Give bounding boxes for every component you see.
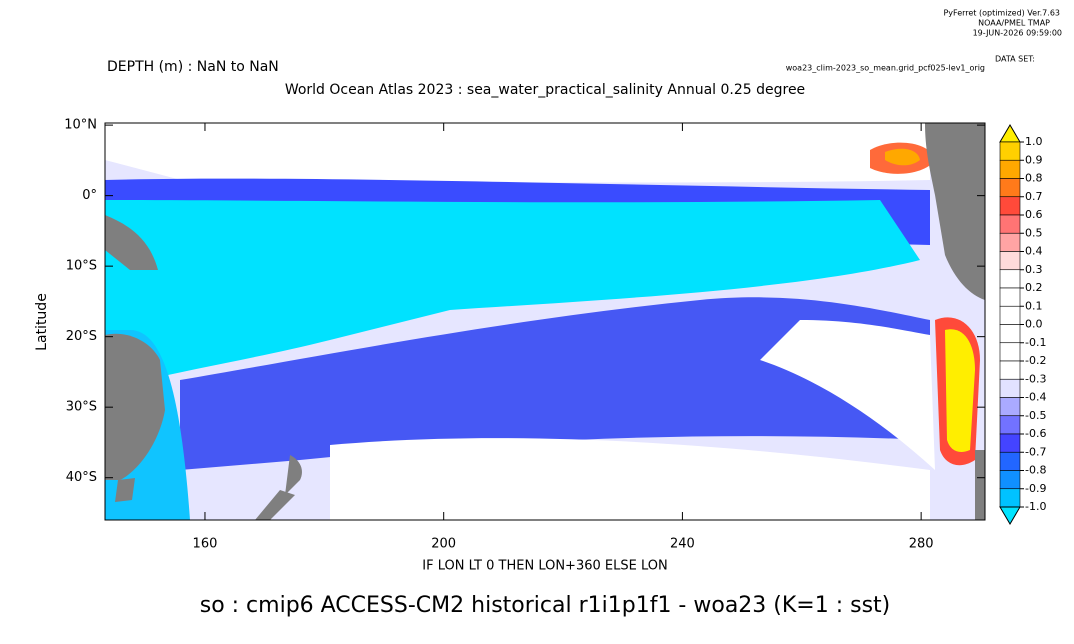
date: 19-JUN-2026 09:59:00 — [973, 29, 1062, 38]
colorbar-band — [999, 470, 1021, 490]
map-field — [104, 122, 986, 521]
colorbar-label: 0.8 — [1025, 172, 1043, 185]
y-axis-label: Latitude — [34, 293, 50, 351]
colorbar-label: -0.4 — [1025, 391, 1046, 404]
colorbar-label: -0.9 — [1025, 482, 1046, 495]
colorbar-label: -1.0 — [1025, 500, 1046, 513]
colorbar-band — [999, 360, 1021, 380]
dataset-label: DATA SET: — [995, 55, 1035, 64]
colorbar-label: 1.0 — [1025, 135, 1043, 148]
colorbar-band — [999, 287, 1021, 307]
colorbar-label: 0.9 — [1025, 153, 1043, 166]
y-tick-label: 0° — [82, 188, 97, 203]
y-tick-label: 20°S — [66, 329, 97, 344]
depth: DEPTH (m) : NaN to NaN — [107, 59, 279, 75]
caption: so : cmip6 ACCESS-CM2 historical r1i1p1f… — [200, 593, 891, 618]
colorbar-band — [999, 305, 1021, 325]
colorbar-band — [999, 433, 1021, 453]
colorbar-band — [999, 397, 1021, 417]
colorbar-band — [999, 378, 1021, 398]
colorbar-label: 0.7 — [1025, 190, 1043, 203]
y-tick-label: 10°S — [66, 259, 97, 274]
x-tick-label: 280 — [909, 537, 934, 552]
colorbar-band — [999, 488, 1021, 508]
colorbar-label: 0.6 — [1025, 208, 1043, 221]
software: PyFerret (optimized) Ver.7.63 — [943, 9, 1060, 18]
colorbar-band — [999, 196, 1021, 216]
y-tick-label: 30°S — [66, 400, 97, 415]
x-tick-label: 240 — [670, 537, 695, 552]
colorbar-band — [999, 214, 1021, 234]
colorbar-band — [999, 178, 1021, 198]
colorbar-label: 0.3 — [1025, 263, 1043, 276]
colorbar-label: -0.8 — [1025, 464, 1046, 477]
lab: NOAA/PMEL TMAP — [978, 19, 1050, 28]
colorbar-label: -0.3 — [1025, 372, 1046, 385]
colorbar-label: -0.6 — [1025, 427, 1046, 440]
colorbar-band — [999, 251, 1021, 271]
colorbar-band — [999, 324, 1021, 344]
y-tick-label: 40°S — [66, 470, 97, 485]
colorbar-label: 0.0 — [1025, 318, 1043, 331]
colorbar-band — [999, 451, 1021, 471]
colorbar-label: -0.5 — [1025, 409, 1046, 422]
dataset: woa23_clim-2023_so_mean.grid_pcf025-lev1… — [786, 64, 985, 73]
colorbar-triangle — [999, 124, 1021, 143]
colorbar-band — [999, 159, 1021, 179]
colorbar-label: -0.1 — [1025, 336, 1046, 349]
colorbar-band — [999, 141, 1021, 161]
colorbar-band — [999, 415, 1021, 435]
x-axis-label: IF LON LT 0 THEN LON+360 ELSE LON — [422, 559, 667, 574]
y-tick-label: 10°N — [64, 118, 97, 133]
colorbar-label: 0.5 — [1025, 226, 1043, 239]
colorbar-label: 0.4 — [1025, 245, 1043, 258]
colorbar-label: 0.1 — [1025, 299, 1043, 312]
colorbar-triangle — [999, 506, 1021, 525]
x-tick-label: 160 — [193, 537, 218, 552]
colorbar-label: 0.2 — [1025, 281, 1043, 294]
chart-title: World Ocean Atlas 2023 : sea_water_pract… — [285, 82, 805, 98]
colorbar-label: -0.7 — [1025, 445, 1046, 458]
colorbar-band — [999, 232, 1021, 252]
colorbar-label: -0.2 — [1025, 354, 1046, 367]
colorbar-band — [999, 269, 1021, 289]
colorbar-band — [999, 342, 1021, 362]
x-tick-label: 200 — [431, 537, 456, 552]
